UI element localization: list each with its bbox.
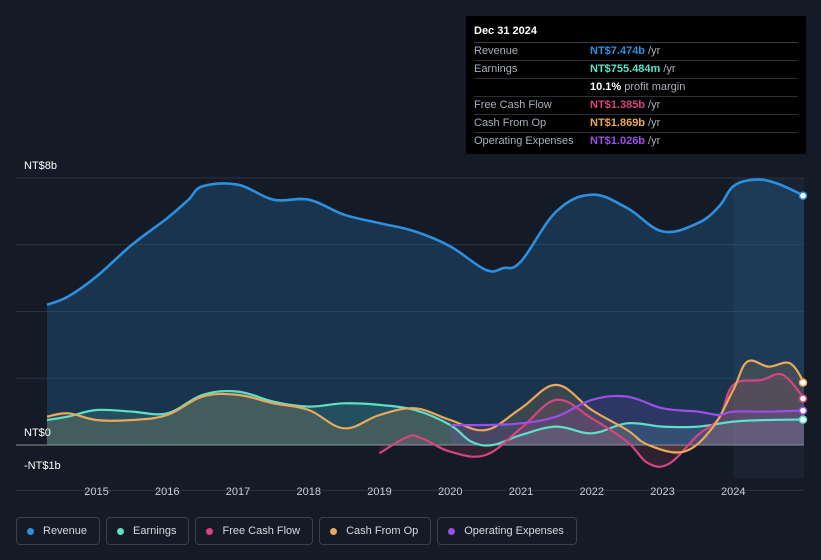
x-tick-label: 2018 <box>297 486 321 498</box>
legend-label: Cash From Op <box>346 525 419 537</box>
legend: Revenue Earnings Free Cash Flow Cash From O… <box>16 517 577 545</box>
legend-label: Revenue <box>43 525 88 537</box>
tooltip-row-label: Free Cash Flow <box>474 99 552 111</box>
tooltip-row: Cash From Op NT$1.869b/yr <box>474 115 798 133</box>
tooltip-row: Operating Expenses NT$1.026b/yr <box>474 133 798 150</box>
legend-dot-icon <box>448 527 456 535</box>
endpoint-earnings <box>798 415 808 424</box>
tooltip-row-unit: profit margin <box>624 81 686 93</box>
legend-label: Earnings <box>133 525 177 537</box>
tooltip-row-value: 10.1% <box>590 81 622 93</box>
forecast-band <box>733 178 804 479</box>
tooltip-row-unit: /yr <box>648 135 661 147</box>
tooltip-row-label: Earnings <box>474 63 518 75</box>
area-cash-from-op <box>47 360 804 453</box>
tooltip-row: Earnings NT$755.484m/yr <box>474 61 798 79</box>
y-tick-label-top: NT$8b <box>24 160 58 172</box>
legend-dot-icon <box>330 527 338 535</box>
line-earnings <box>46 389 805 447</box>
tooltip-row-unit: /yr <box>663 63 676 75</box>
area-operating-expenses <box>450 395 804 445</box>
y-tick-label-bottom: -NT$1b <box>24 460 61 472</box>
tooltip-row-label: Cash From Op <box>474 117 547 129</box>
series-endpoints <box>798 191 808 424</box>
tooltip-row-value: NT$7.474b <box>590 45 646 57</box>
legend-item-revenue[interactable]: Revenue <box>16 517 101 545</box>
endpoint-revenue <box>798 191 808 200</box>
line-revenue <box>46 178 805 307</box>
tooltip-row-unit: /yr <box>648 99 661 111</box>
tooltip-row-value: NT$1.385b <box>590 99 646 111</box>
x-tick-label: 2021 <box>509 486 533 498</box>
legend-label: Free Cash Flow <box>222 525 301 537</box>
tooltip-row-unit: /yr <box>648 117 661 129</box>
tooltip-row-value: NT$1.869b <box>590 117 646 129</box>
legend-item-free-cash-flow[interactable]: Free Cash Flow <box>195 517 314 545</box>
tooltip-row-unit: /yr <box>648 45 661 57</box>
x-axis: 2015 2016 2017 2018 2019 2020 2021 2022 2023 2024 <box>84 486 745 498</box>
tooltip-row-label: Revenue <box>474 45 519 57</box>
tooltip-row-label: Operating Expenses <box>474 135 574 147</box>
legend-label: Operating Expenses <box>464 525 564 537</box>
tooltip-row-label <box>474 79 590 96</box>
x-tick-label: 2020 <box>438 486 462 498</box>
legend-dot-icon <box>117 527 125 535</box>
line-free-cash-flow <box>378 372 805 468</box>
legend-dot-icon <box>206 527 214 535</box>
tooltip-row: Free Cash Flow NT$1.385b/yr <box>474 97 798 115</box>
tooltip-row: Revenue NT$7.474b/yr <box>474 43 798 61</box>
tooltip-row-value: NT$755.484m <box>590 63 661 75</box>
tooltip-row: 10.1% profit margin <box>474 79 798 97</box>
x-tick-label: 2023 <box>650 486 674 498</box>
line-cash-from-op <box>46 359 805 454</box>
endpoint-free-cash-flow <box>798 394 808 403</box>
legend-item-earnings[interactable]: Earnings <box>106 517 190 545</box>
tooltip-date: Dec 31 2024 <box>474 23 798 43</box>
legend-dot-icon <box>27 527 34 535</box>
x-tick-label: 2017 <box>226 486 250 498</box>
x-tick-label: 2016 <box>155 486 179 498</box>
series-lines <box>46 178 805 468</box>
tooltip-panel: Dec 31 2024 Revenue NT$7.474b/yr Earnings N… <box>466 16 806 154</box>
legend-item-cash-from-op[interactable]: Cash From Op <box>319 517 432 545</box>
endpoint-cash-from-op <box>798 378 808 387</box>
area-revenue <box>47 179 804 445</box>
gridlines <box>16 177 804 491</box>
legend-item-operating-expenses[interactable]: Operating Expenses <box>437 517 577 545</box>
line-operating-expenses <box>450 394 805 427</box>
y-tick-label-zero: NT$0 <box>24 427 51 439</box>
x-tick-label: 2015 <box>84 486 108 498</box>
x-tick-label: 2019 <box>367 486 391 498</box>
x-tick-label: 2024 <box>721 486 745 498</box>
x-tick-label: 2022 <box>580 486 604 498</box>
endpoint-operating-expenses <box>798 406 808 415</box>
tooltip-row-value: NT$1.026b <box>590 135 646 147</box>
